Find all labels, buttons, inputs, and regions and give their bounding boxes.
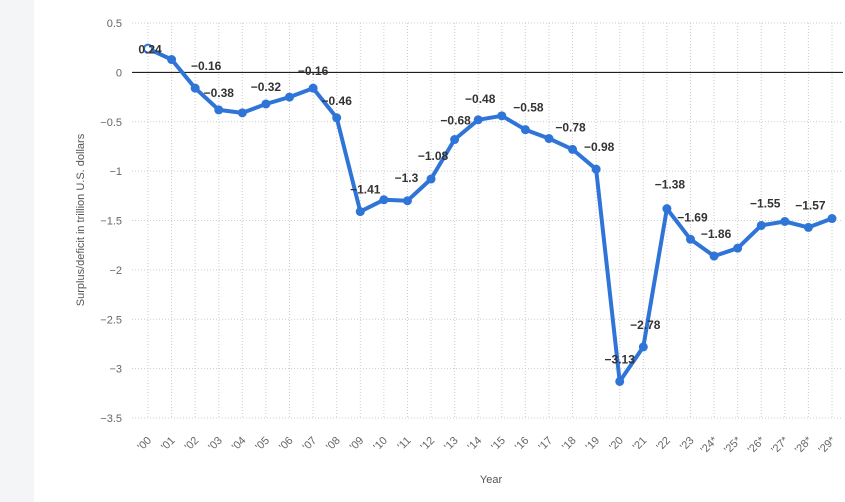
data-point[interactable] [497,111,507,121]
data-point[interactable] [402,196,412,206]
x-tick-label: '29* [816,434,838,456]
grid-lines [132,22,843,419]
data-label: −1.57 [795,198,826,212]
series-points [143,43,837,386]
data-label: −1.38 [655,178,686,192]
x-tick-label: '28* [793,434,815,456]
x-tick-label: '16 [513,435,532,454]
data-point[interactable] [167,55,177,65]
data-point[interactable] [426,174,436,184]
x-tick-label: '08 [324,435,343,454]
y-tick-label: −1.5 [100,216,122,228]
data-point[interactable] [237,108,247,118]
data-point[interactable] [355,207,365,217]
data-label: −0.38 [204,86,235,100]
data-label: −1.55 [750,196,781,210]
data-point[interactable] [143,43,153,54]
x-tick-label: '05 [253,435,272,454]
x-tick-label: '03 [206,435,225,454]
x-tick-label: '21 [631,435,650,454]
x-tick-label: '01 [159,435,178,454]
data-point[interactable] [615,376,625,386]
data-label: −1.86 [701,227,732,241]
x-tick-label: '06 [277,435,296,454]
x-tick-label: '18 [560,435,579,454]
data-point[interactable] [379,195,389,205]
y-tick-label: −2.5 [100,314,122,326]
data-label: −3.13 [605,352,636,366]
data-label: −0.32 [251,80,282,94]
x-tick-label: '20 [607,435,626,454]
data-label: 0.24 [138,43,162,57]
data-label: −1.3 [395,171,419,185]
x-tick-label: '07 [301,435,320,454]
y-tick-label: −1 [109,166,122,178]
data-point[interactable] [308,83,318,93]
y-tick-label: −0.5 [100,117,122,129]
x-tick-label: '22 [654,435,673,454]
data-point[interactable] [450,135,460,145]
data-point[interactable] [709,251,719,261]
x-tick-label: '13 [442,435,461,454]
data-label: −0.58 [513,101,544,115]
x-tick-label: '24* [699,434,721,456]
data-point[interactable] [332,113,342,123]
data-point[interactable] [803,222,813,232]
y-tick-label: −3 [109,364,122,376]
x-tick-label: '12 [419,435,438,454]
data-label: −0.48 [465,92,496,106]
x-tick-label: '02 [183,435,202,454]
data-point[interactable] [591,164,601,174]
x-tick-label: '10 [371,435,390,454]
y-axis-ticks: 0.5 0 −0.5 −1 −1.5 −2 −2.5 −3 −3.5 [100,18,122,425]
x-tick-label: '14 [466,435,485,454]
data-label: −1.08 [418,149,449,163]
data-label: −0.16 [298,64,329,78]
data-point[interactable] [780,216,790,226]
data-point[interactable] [733,243,743,253]
data-point[interactable] [261,99,271,109]
data-label: −1.41 [350,183,381,197]
data-point[interactable] [568,144,578,154]
x-axis-ticks: '00'01'02'03'04'05'06'07'08'09'10'11'12 '… [135,434,838,456]
data-point[interactable] [756,220,766,230]
data-point[interactable] [544,134,554,144]
x-tick-label: '04 [230,435,249,454]
y-tick-label: 0 [116,67,122,79]
data-point[interactable] [520,125,530,135]
x-tick-label: '11 [396,435,414,453]
data-point[interactable] [827,214,837,224]
x-tick-label: '27* [769,434,791,456]
x-tick-label: '09 [348,435,367,454]
x-tick-label: '17 [536,435,555,454]
data-labels: 0.24 −0.16 −0.38 −0.32 −0.16 −0.46 −1.41 −1.3 −1… [138,43,826,367]
x-tick-label: '19 [584,435,603,454]
y-tick-label: −3.5 [100,413,122,425]
data-point[interactable] [638,342,648,352]
data-point[interactable] [473,115,483,125]
x-tick-label: '26* [746,434,768,456]
x-tick-label: '23 [678,435,697,454]
data-label: −0.46 [322,94,353,108]
data-label: −1.69 [677,210,708,224]
data-point[interactable] [285,92,295,102]
x-tick-label: '15 [489,435,508,454]
x-tick-label: '25* [722,434,744,456]
data-point[interactable] [214,105,224,115]
data-label: −0.98 [584,140,615,154]
data-label: −0.16 [191,59,222,73]
data-label: −0.78 [555,120,586,134]
data-label: −2.78 [630,318,661,332]
data-point[interactable] [685,234,695,244]
y-tick-label: 0.5 [107,18,122,30]
y-axis-title: Surplus/deficit in trillion U.S. dollars [75,133,87,306]
x-tick-label: '00 [135,435,154,454]
y-tick-label: −2 [109,265,122,277]
data-point[interactable] [190,83,200,93]
data-label: −0.68 [440,114,471,128]
x-axis-title: Year [480,474,503,486]
data-point[interactable] [662,204,672,214]
